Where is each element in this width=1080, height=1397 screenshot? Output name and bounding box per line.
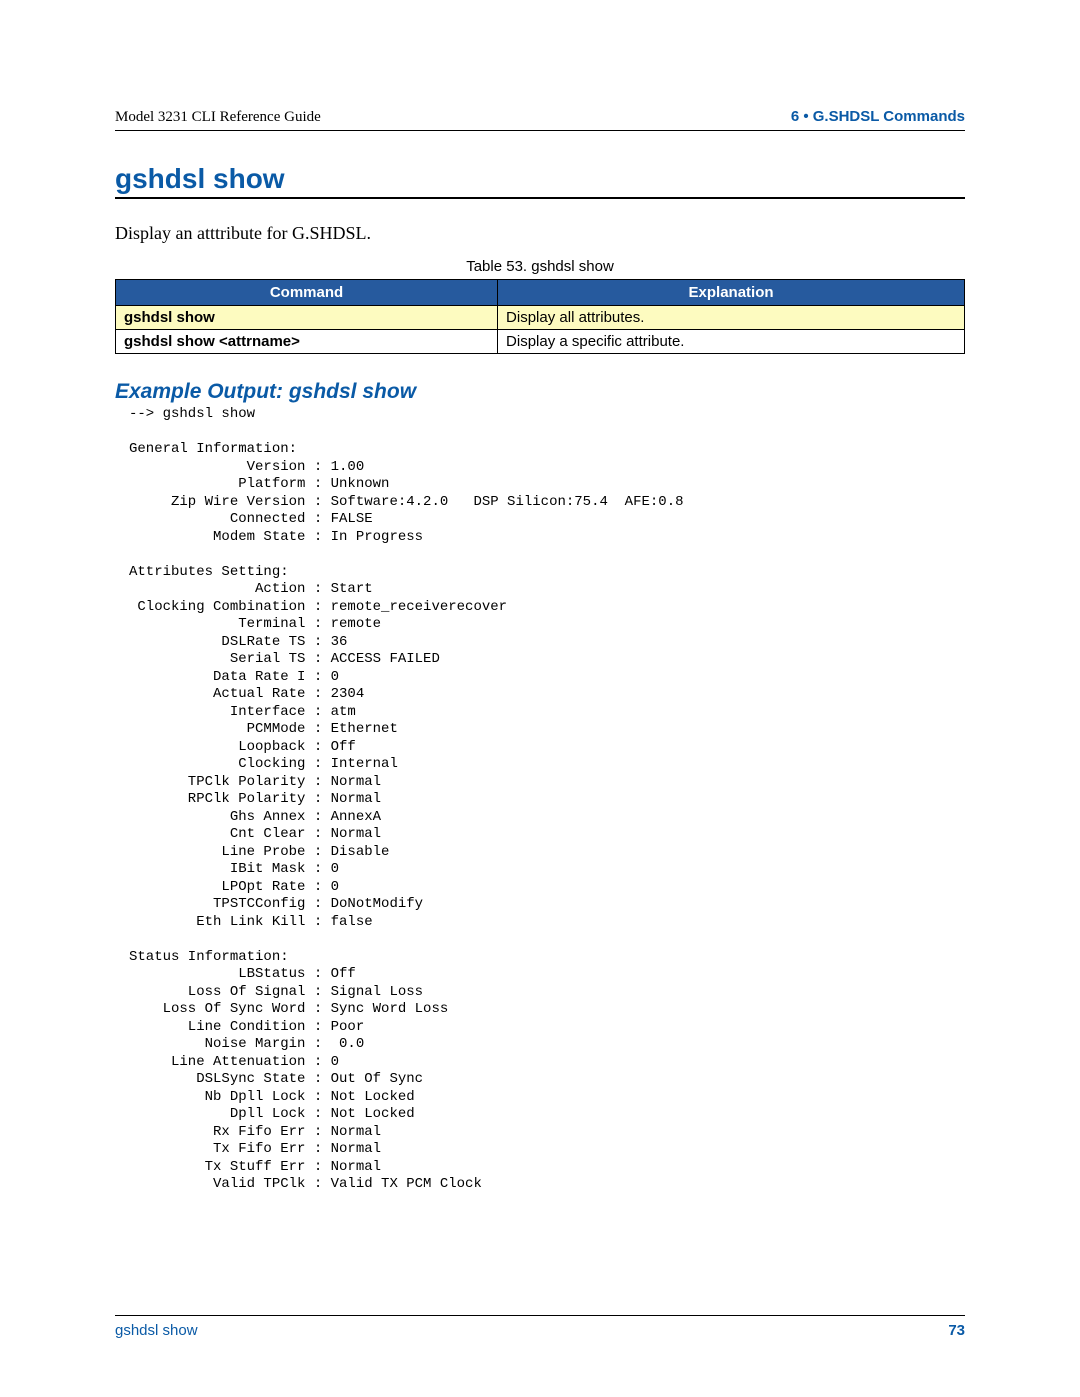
table-row: gshdsl show <attrname> Display a specifi… [116,330,965,354]
table-cell-command: gshdsl show [116,306,498,330]
example-output-title: Example Output: gshdsl show [115,380,965,404]
page-footer: gshdsl show 73 [115,1315,965,1339]
table-cell-explanation: Display all attributes. [498,306,965,330]
table-cell-command: gshdsl show <attrname> [116,330,498,354]
table-header-explanation: Explanation [498,280,965,306]
section-title: gshdsl show [115,163,965,199]
footer-section-name: gshdsl show [115,1322,198,1339]
page-number: 73 [948,1322,965,1339]
table-caption: Table 53. gshdsl show [115,258,965,275]
command-table: Command Explanation gshdsl show Display … [115,279,965,354]
table-header-command: Command [116,280,498,306]
table-row: gshdsl show Display all attributes. [116,306,965,330]
chapter-label: 6 • G.SHDSL Commands [791,108,965,125]
table-cell-explanation: Display a specific attribute. [498,330,965,354]
page-header: Model 3231 CLI Reference Guide 6 • G.SHD… [115,108,965,131]
section-intro: Display an atttribute for G.SHDSL. [115,223,965,244]
page: Model 3231 CLI Reference Guide 6 • G.SHD… [0,0,1080,1234]
example-output-block: --> gshdsl show General Information: Ver… [129,406,965,1194]
document-title: Model 3231 CLI Reference Guide [115,109,321,126]
